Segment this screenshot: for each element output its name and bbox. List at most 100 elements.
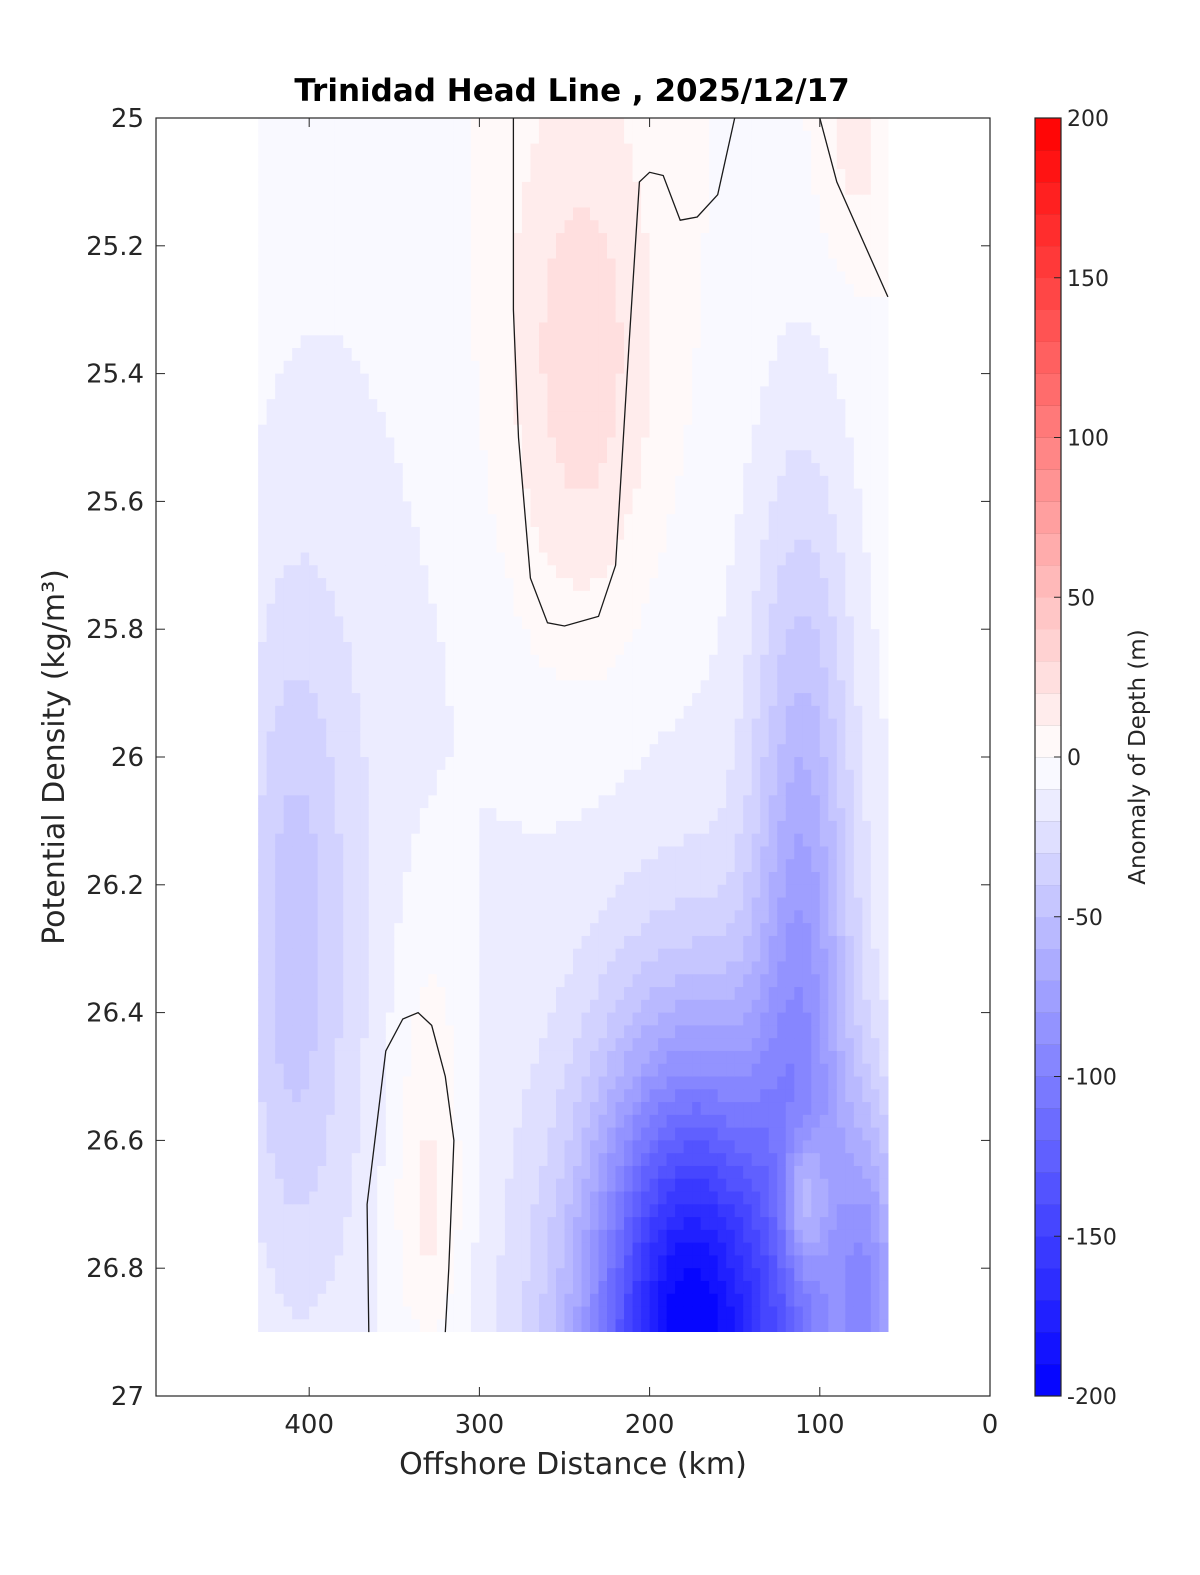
field-cell: [487, 335, 498, 349]
field-cell: [402, 501, 412, 515]
field-cell: [513, 386, 523, 400]
field-cell: [573, 1306, 583, 1320]
field-cell: [462, 539, 472, 554]
field-cell: [624, 1255, 634, 1269]
field-cell: [309, 233, 319, 247]
field-cell: [649, 1191, 659, 1205]
field-cell: [624, 705, 634, 720]
field-cell: [538, 463, 549, 477]
field-cell: [411, 220, 421, 234]
field-cell: [607, 641, 617, 656]
field-cell: [419, 207, 429, 221]
field-cell: [692, 130, 702, 145]
field-cell: [326, 1306, 336, 1320]
field-cell: [258, 731, 268, 745]
field-cell: [419, 603, 429, 618]
field-cell: [258, 220, 268, 234]
field-cell: [649, 399, 659, 413]
field-cell: [547, 463, 557, 477]
field-cell: [428, 1102, 438, 1116]
field-cell: [462, 373, 472, 387]
field-cell: [419, 1050, 429, 1065]
field-cell: [419, 181, 429, 196]
field-cell: [377, 1114, 387, 1129]
field-cell: [675, 143, 685, 157]
field-cell: [343, 437, 353, 451]
field-cell: [590, 1089, 600, 1103]
field-cell: [658, 1293, 668, 1308]
field-cell: [641, 705, 651, 720]
field-cell: [530, 654, 540, 669]
field-cell: [692, 373, 702, 387]
field-cell: [683, 680, 693, 694]
field-cell: [326, 399, 336, 413]
field-cell: [624, 565, 634, 579]
field-cell: [343, 782, 353, 796]
field-cell: [666, 1306, 676, 1320]
field-cell: [292, 437, 302, 451]
field-cell: [632, 1127, 642, 1141]
field-cell: [624, 399, 634, 413]
field-cell: [487, 590, 498, 605]
field-cell: [470, 603, 480, 618]
field-cell: [436, 910, 446, 924]
field-cell: [343, 284, 353, 298]
field-cell: [692, 1012, 702, 1026]
field-cell: [675, 373, 685, 387]
field-cell: [453, 1165, 463, 1180]
field-cell: [632, 590, 642, 605]
field-cell: [402, 143, 412, 157]
field-cell: [266, 526, 276, 541]
field-cell: [504, 667, 515, 681]
field-cell: [513, 488, 523, 502]
field-cell: [283, 271, 293, 285]
field-cell: [700, 233, 710, 247]
field-cell: [343, 731, 353, 745]
field-cell: [470, 833, 480, 848]
field-cell: [658, 1063, 668, 1078]
field-cell: [360, 194, 370, 209]
field-cell: [394, 258, 404, 272]
field-cell: [436, 667, 446, 681]
field-cell: [658, 782, 668, 796]
field-cell: [385, 1319, 395, 1332]
field-cell: [496, 833, 506, 848]
field-cell: [649, 539, 659, 554]
field-cell: [317, 667, 327, 681]
field-cell: [675, 258, 685, 272]
field-cell: [428, 360, 438, 375]
field-cell: [368, 910, 378, 924]
field-cell: [470, 1102, 480, 1116]
field-cell: [385, 948, 395, 963]
field-cell: [683, 629, 693, 643]
field-cell: [547, 1127, 557, 1141]
field-cell: [479, 514, 489, 528]
field-cell: [666, 1229, 676, 1244]
field-cell: [658, 143, 668, 157]
field-cell: [292, 1127, 302, 1141]
field-cell: [436, 501, 446, 515]
field-cell: [428, 475, 438, 490]
field-cell: [436, 641, 446, 656]
field-cell: [564, 309, 574, 324]
field-cell: [394, 590, 404, 605]
field-cell: [555, 1089, 566, 1103]
field-cell: [453, 757, 463, 771]
field-cell: [598, 514, 608, 528]
field-cell: [598, 1089, 608, 1103]
field-cell: [564, 1153, 574, 1167]
field-cell: [334, 501, 344, 515]
field-cell: [504, 590, 515, 605]
field-cell: [394, 987, 404, 1001]
field-cell: [283, 872, 293, 886]
field-cell: [368, 360, 378, 375]
field-cell: [402, 284, 412, 298]
field-cell: [547, 156, 557, 170]
field-cell: [394, 1114, 404, 1129]
field-cell: [309, 1280, 319, 1295]
field-cell: [504, 1063, 515, 1078]
field-cell: [470, 514, 480, 528]
field-cell: [368, 1089, 378, 1103]
field-cell: [624, 1280, 634, 1295]
field-cell: [649, 859, 659, 873]
